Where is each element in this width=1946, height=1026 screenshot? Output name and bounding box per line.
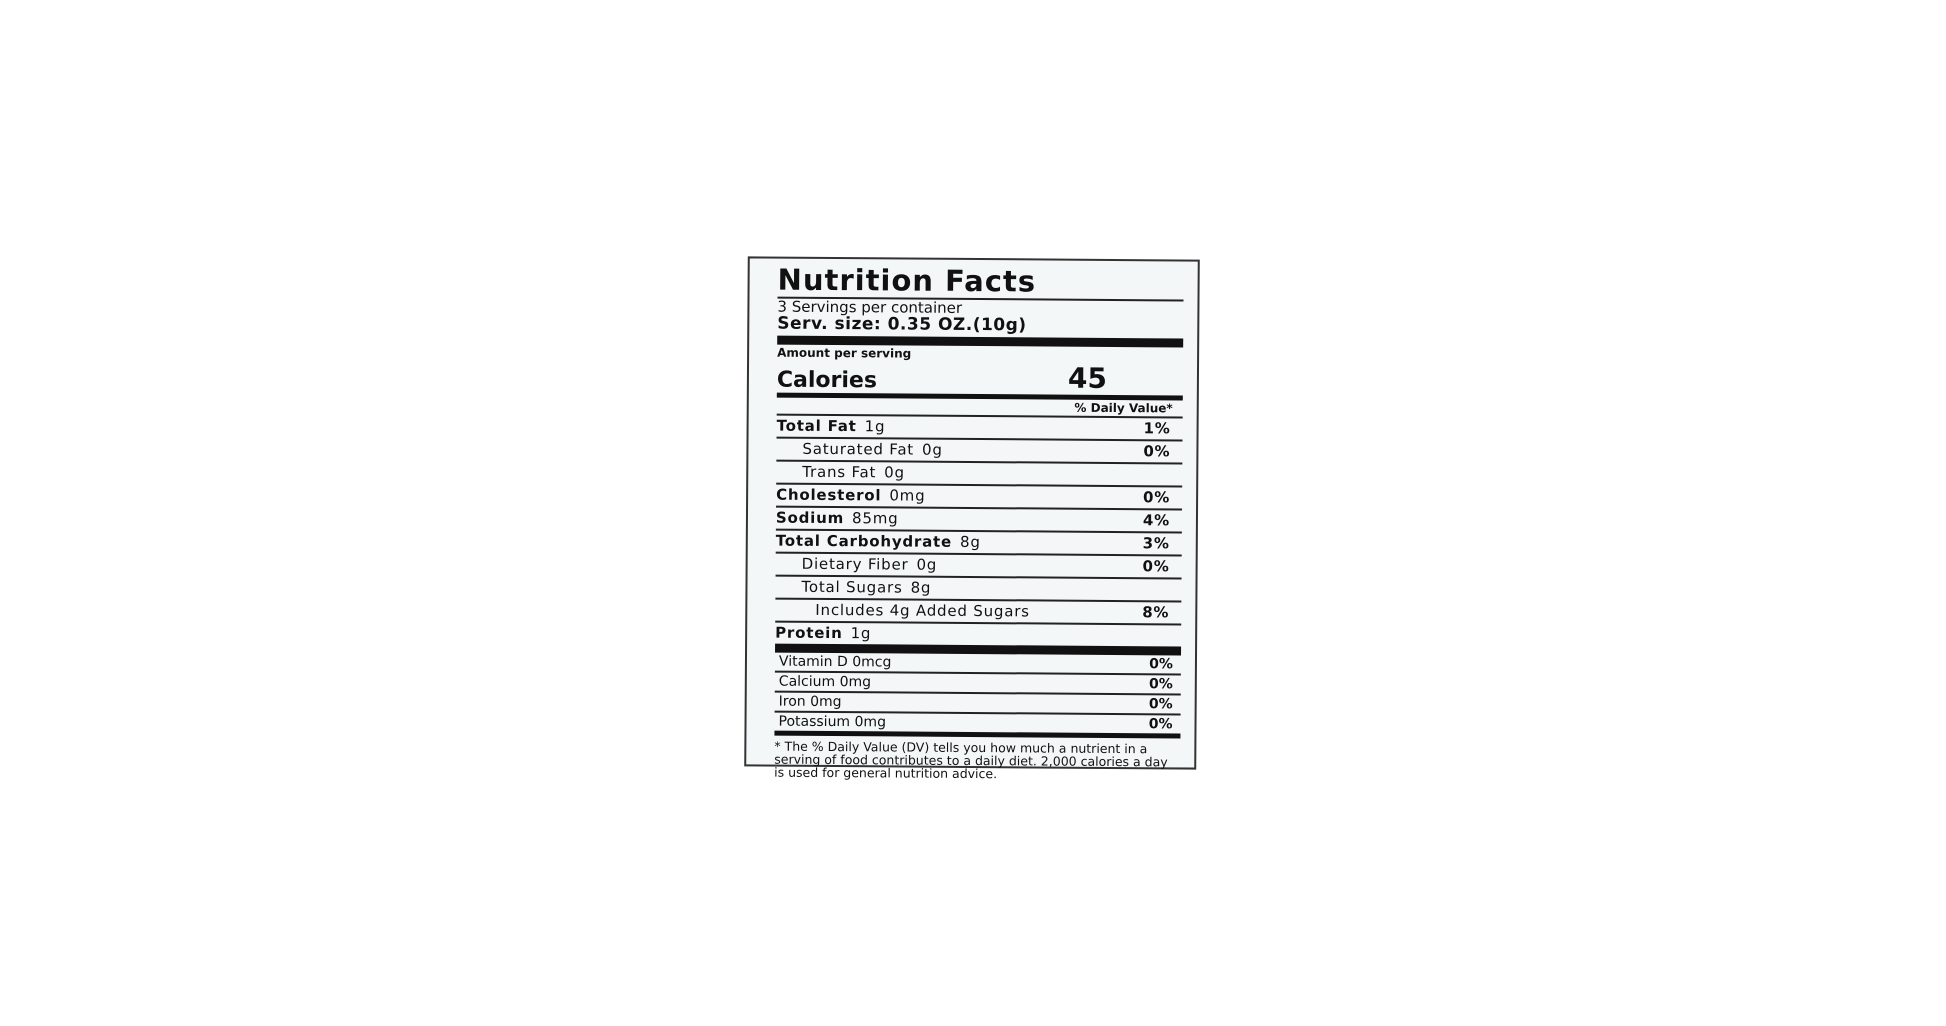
vitamin-label: Potassium 0mg — [778, 713, 887, 731]
vitamin-daily-value: 0% — [1149, 656, 1174, 673]
serving-size: Serv. size: 0.35 OZ.(10g) — [777, 313, 1027, 336]
nutrient-row: Total Sugars 8g — [775, 574, 1182, 601]
nutrient-daily-value: 4% — [1142, 511, 1171, 530]
nutrient-amount: 8g — [910, 578, 932, 597]
nutrition-facts-label: Nutrition Facts 3 Servings per container… — [744, 256, 1200, 781]
nutrient-label: Total Carbohydrate — [775, 531, 953, 551]
vitamin-label: Calcium 0mg — [778, 673, 872, 691]
nutrient-label: Sodium — [775, 508, 845, 528]
nutrient-label: Total Sugars — [801, 577, 903, 597]
vitamin-row: Vitamin D 0mcg 0% — [775, 653, 1181, 674]
vitamin-label: Iron 0mg — [778, 693, 842, 711]
nutrient-label: Cholesterol — [776, 485, 882, 505]
nutrient-daily-value: 0% — [1143, 442, 1171, 461]
nutrient-label: Trans Fat — [802, 462, 877, 482]
nutrient-daily-value: 0% — [1142, 557, 1170, 576]
nutrient-daily-value: 3% — [1142, 534, 1170, 553]
nutrient-amount: 0g — [921, 440, 943, 459]
vitamin-daily-value: 0% — [1148, 696, 1173, 713]
nutrient-label: Dietary Fiber — [801, 554, 909, 574]
nutrient-amount: 0g — [884, 463, 905, 482]
nutrient-daily-value: 0% — [1142, 488, 1171, 507]
nutrient-amount: 85mg — [852, 509, 899, 528]
footnote: * The % Daily Value (DV) tells you how m… — [774, 738, 1168, 782]
nutrient-row: Includes 4g Added Sugars 8% — [775, 597, 1182, 624]
vitamin-daily-value: 0% — [1148, 716, 1173, 733]
calories-value: 45 — [1067, 361, 1108, 395]
nutrient-label: Includes 4g Added Sugars — [815, 600, 1030, 621]
vitamin-label: Vitamin D 0mcg — [778, 653, 892, 671]
vitamin-row: Potassium 0mg 0% — [774, 710, 1181, 734]
calories-label: Calories — [776, 367, 878, 394]
nutrient-daily-value: 1% — [1143, 419, 1171, 438]
nutrient-row: Saturated Fat 0g 0% — [776, 436, 1183, 463]
label-title: Nutrition Facts — [777, 262, 1037, 299]
vitamin-row: Iron 0mg 0% — [774, 690, 1181, 714]
vitamin-row: Calcium 0mg 0% — [774, 670, 1181, 694]
nutrient-label: Saturated Fat — [802, 439, 915, 459]
nutrient-amount: 1g — [864, 417, 886, 436]
nutrient-row: Total Carbohydrate 8g 3% — [775, 528, 1182, 555]
nutrient-amount: 0mg — [889, 486, 926, 505]
nutrient-row: Trans Fat 0g — [776, 459, 1183, 486]
nutrient-row: Protein 1g — [775, 620, 1182, 647]
nutrient-amount: 0g — [916, 555, 938, 574]
nutrient-daily-value: 8% — [1142, 603, 1170, 622]
nutrient-row: Sodium 85mg 4% — [775, 505, 1183, 532]
vitamin-daily-value: 0% — [1148, 676, 1173, 693]
nutrient-row: Dietary Fiber 0g 0% — [775, 551, 1182, 578]
nutrient-label: Protein — [775, 623, 843, 643]
calories-row: Calories 45 — [777, 360, 1183, 396]
nutrient-row: Total Fat 1g 1% — [776, 413, 1183, 440]
nutrient-amount: 8g — [959, 532, 981, 552]
nutrient-row: Cholesterol 0mg 0% — [776, 482, 1183, 509]
nutrient-amount: 1g — [850, 624, 872, 643]
nutrient-label: Total Fat — [776, 416, 857, 436]
